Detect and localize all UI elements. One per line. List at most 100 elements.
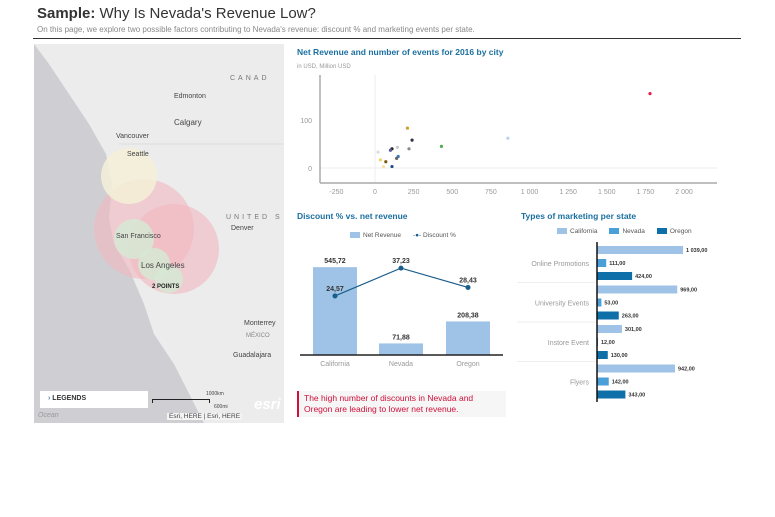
x-tick-label: 1 500 bbox=[598, 189, 616, 196]
category-label: Nevada bbox=[389, 361, 413, 368]
discount-point bbox=[465, 284, 471, 290]
page-subtitle: On this page, we explore two possible fa… bbox=[37, 25, 475, 34]
scatter-point bbox=[381, 164, 386, 169]
marketing-bar bbox=[597, 246, 684, 254]
category-label: University Events bbox=[535, 301, 590, 308]
map-label: Denver bbox=[231, 225, 254, 232]
scatter-title: Net Revenue and number of events for 201… bbox=[297, 47, 504, 57]
marketing-bar bbox=[597, 377, 609, 386]
scale-km: 1000km bbox=[206, 391, 224, 397]
marketing-bar bbox=[597, 298, 602, 307]
bar-value-label: 208,38 bbox=[457, 312, 479, 319]
legend-nevada: Nevada bbox=[609, 228, 645, 235]
legend-net-revenue: Net Revenue bbox=[350, 232, 401, 239]
scatter-point bbox=[405, 126, 410, 130]
map[interactable]: CANAD Edmonton Calgary Vancouver Seattle… bbox=[34, 44, 284, 423]
x-tick-label: 500 bbox=[446, 189, 458, 196]
map-label: Ocean bbox=[38, 412, 59, 419]
scatter-point bbox=[376, 150, 380, 154]
map-label: MÉXICO bbox=[246, 333, 270, 339]
scatter-point bbox=[395, 145, 400, 149]
y-tick-label: 100 bbox=[300, 118, 312, 125]
page-header: Sample: Why Is Nevada's Revenue Low? On … bbox=[37, 5, 475, 34]
scatter-point bbox=[439, 144, 444, 148]
bar-value-label: 71,88 bbox=[392, 334, 410, 341]
divider bbox=[33, 38, 741, 39]
x-tick-label: -250 bbox=[329, 189, 343, 196]
category-label: Online Promotions bbox=[531, 261, 589, 268]
attribution[interactable]: Esri, HERE | Esri, HERE bbox=[167, 413, 243, 420]
bar-value-label: 111,00 bbox=[609, 261, 625, 267]
marketing-bar bbox=[597, 325, 622, 333]
bar-value-label: 969,00 bbox=[680, 288, 697, 294]
map-label: Vancouver bbox=[116, 133, 149, 140]
marketing-bar bbox=[597, 259, 607, 267]
insight-note: The high number of discounts in Nevada a… bbox=[297, 391, 506, 417]
page-title: Sample: Why Is Nevada's Revenue Low? bbox=[37, 5, 316, 22]
bar-value-label: 142,00 bbox=[612, 380, 629, 386]
bar-value-label: 130,00 bbox=[611, 353, 628, 359]
map-label: Seattle bbox=[127, 151, 149, 158]
discount-value-label: 37,23 bbox=[392, 258, 410, 265]
legends-button[interactable]: › LEGENDS bbox=[40, 391, 148, 408]
hbar-title: Types of marketing per state bbox=[521, 211, 637, 221]
scatter-subtitle: in USD, Million USD bbox=[297, 64, 351, 70]
scatter-point bbox=[378, 158, 383, 162]
y-tick-label: 0 bbox=[308, 166, 312, 173]
bar-value-label: 424,00 bbox=[635, 274, 652, 280]
bar-value-label: 301,00 bbox=[625, 327, 642, 333]
category-label: Oregon bbox=[456, 361, 479, 368]
discount-value-label: 24,57 bbox=[326, 286, 344, 293]
category-label: California bbox=[320, 361, 350, 368]
map-label: CANAD bbox=[230, 75, 270, 82]
marketing-bar bbox=[597, 351, 608, 359]
discount-point bbox=[398, 265, 404, 271]
scatter-point bbox=[395, 156, 399, 160]
scatter-point bbox=[390, 164, 394, 169]
x-tick-label: 1 000 bbox=[521, 189, 539, 196]
revenue-bar bbox=[313, 267, 357, 355]
scale-bar bbox=[152, 399, 210, 403]
x-tick-label: 2 000 bbox=[675, 189, 693, 196]
chevron-right-icon: › bbox=[48, 395, 51, 402]
map-land bbox=[34, 44, 284, 423]
scatter-point bbox=[388, 148, 393, 152]
bar-legend: Net Revenue -●- Discount % bbox=[350, 232, 456, 239]
scatter-point bbox=[407, 147, 411, 151]
scatter-point bbox=[506, 136, 510, 140]
map-label: Calgary bbox=[174, 118, 202, 127]
bar-value-label: 545,72 bbox=[324, 258, 346, 265]
x-tick-label: 1 250 bbox=[559, 189, 577, 196]
bar-value-label: 942,00 bbox=[678, 367, 695, 373]
x-tick-label: 250 bbox=[408, 189, 420, 196]
discount-point bbox=[332, 293, 338, 299]
cluster-label[interactable]: 2 POINTS bbox=[152, 284, 180, 290]
legend-oregon: Oregon bbox=[656, 228, 692, 235]
marketing-bar bbox=[597, 285, 678, 294]
map-label: UNITED S bbox=[226, 214, 283, 221]
scatter-chart: -250 0 250 500 750 1 000 1 250 1 500 1 750 2 000 0… bbox=[300, 75, 717, 196]
discount-value-label: 28,43 bbox=[459, 277, 477, 284]
map-label: Guadalajara bbox=[233, 352, 272, 359]
category-label: Instore Event bbox=[548, 340, 589, 347]
bar-value-label: 12,00 bbox=[601, 340, 615, 346]
hbar-legend: California Nevada Oregon bbox=[557, 228, 692, 235]
map-label: San Francisco bbox=[116, 233, 161, 240]
x-tick-label: 1 750 bbox=[637, 189, 655, 196]
map-label: Monterrey bbox=[244, 320, 276, 327]
revenue-bar bbox=[446, 321, 490, 355]
map-label: Los Angeles bbox=[141, 261, 185, 270]
scatter-point bbox=[648, 92, 652, 96]
bar-title: Discount % vs. net revenue bbox=[297, 211, 408, 221]
x-tick-label: 750 bbox=[485, 189, 497, 196]
x-tick-label: 0 bbox=[373, 189, 377, 196]
marketing-bar bbox=[597, 390, 626, 399]
bar-value-label: 343,00 bbox=[628, 393, 645, 399]
scatter-point bbox=[384, 160, 388, 164]
scatter-point bbox=[410, 138, 414, 142]
combo-chart: 545,72 California 71,88 Nevada 208,38 Oregon 2… bbox=[300, 258, 503, 368]
map-label: Edmonton bbox=[174, 93, 206, 100]
marketing-bar bbox=[597, 272, 633, 280]
esri-logo: esri bbox=[254, 396, 281, 413]
bar-value-label: 53,00 bbox=[604, 301, 618, 307]
